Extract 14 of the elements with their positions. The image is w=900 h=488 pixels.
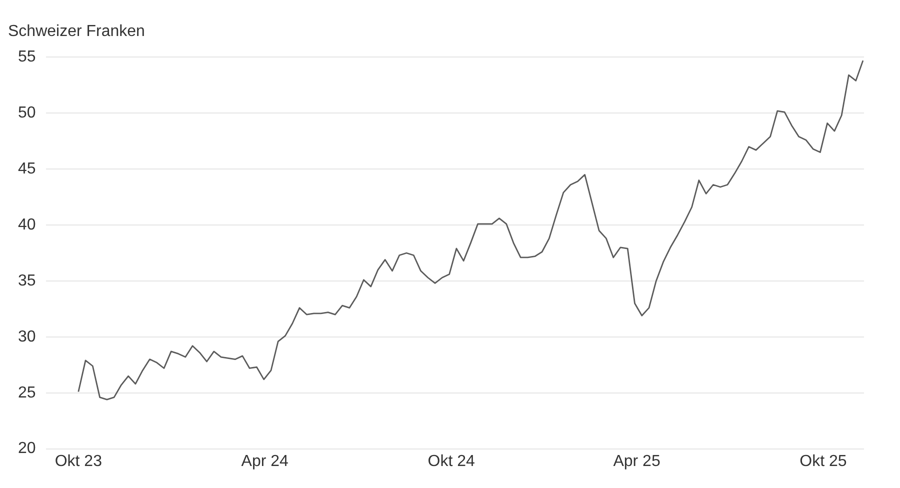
x-tick-label: Okt 25 xyxy=(800,452,847,470)
y-tick-label: 25 xyxy=(18,384,36,402)
y-tick-label: 20 xyxy=(18,440,36,458)
y-tick-label: 30 xyxy=(18,328,36,346)
y-tick-label: 35 xyxy=(18,272,36,290)
x-tick-label: Apr 25 xyxy=(613,452,660,470)
x-tick-label: Okt 23 xyxy=(54,452,102,470)
y-tick-label: 50 xyxy=(18,104,36,122)
x-tick-label: Okt 24 xyxy=(428,452,475,470)
y-axis-title: Schweizer Franken xyxy=(8,23,145,40)
y-tick-label: 45 xyxy=(18,160,36,178)
y-tick-label: 55 xyxy=(18,48,36,66)
x-tick-label: Apr 24 xyxy=(241,452,289,470)
y-tick-label: 40 xyxy=(18,216,36,234)
